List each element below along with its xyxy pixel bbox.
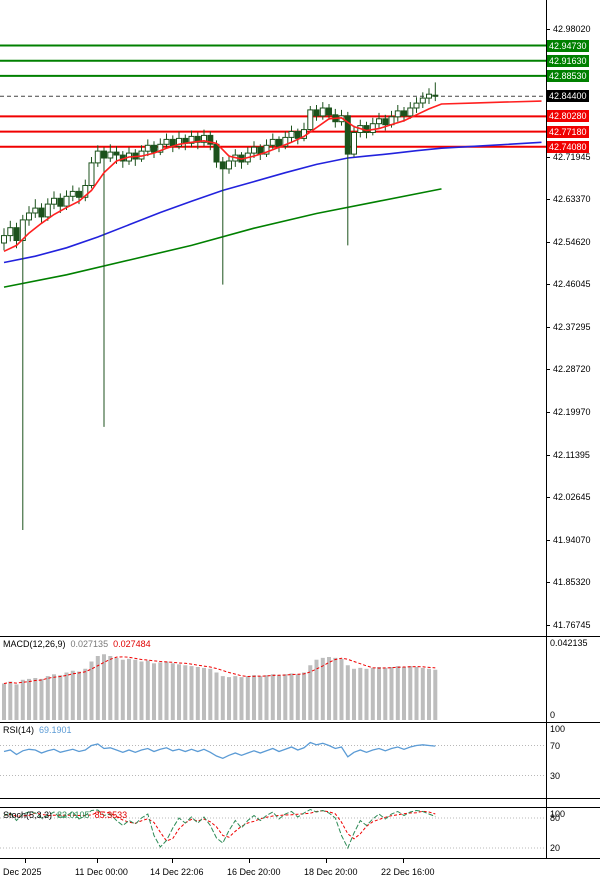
time-axis-label: 18 Dec 20:00 [304, 867, 358, 877]
price-tick-label: 42.28720 [553, 364, 591, 375]
macd-name: MACD(12,26,9) [3, 639, 66, 649]
price-tick-label: 42.37295 [553, 322, 591, 333]
support-price-box: 42.77180 [547, 125, 589, 138]
price-tick-label: 42.54620 [553, 237, 591, 248]
current-price-box: 42.84400 [547, 90, 589, 103]
time-axis-label: 14 Dec 22:06 [150, 867, 204, 877]
stoch-label: Stoch(5,3,3) 83.0105 85.3533 [3, 810, 132, 821]
macd-axis-min: 0 [550, 710, 556, 720]
stoch-axis-tick: 80 [550, 813, 561, 823]
time-axis-label: 16 Dec 20:00 [227, 867, 281, 877]
support-price-box: 42.80280 [547, 110, 589, 123]
time-axis-label: Dec 2025 [3, 867, 42, 877]
time-axis-label: 22 Dec 16:00 [381, 867, 435, 877]
pane-separator[interactable] [0, 636, 600, 637]
price-tick-label: 42.02645 [553, 492, 591, 503]
stoch-k-value: 83.0105 [57, 810, 90, 820]
rsi-axis-tick: 100 [550, 724, 566, 734]
price-tick-label: 42.98020 [553, 24, 591, 35]
rsi-pane-canvas[interactable] [0, 723, 546, 798]
price-tick-label: 42.63370 [553, 194, 591, 205]
ma-fast-line [3, 100, 542, 253]
pane-separator[interactable] [0, 722, 600, 723]
stoch-axis-tick: 20 [550, 843, 561, 853]
macd-main-value: 0.027135 [70, 639, 109, 649]
price-axis[interactable]: 42.98020 42.71945 42.63370 42.54620 42.46045… [546, 0, 600, 636]
stoch-d-value: 85.3533 [94, 810, 128, 820]
rsi-axis-tick: 30 [550, 770, 561, 781]
stoch-pane-canvas[interactable] [0, 808, 546, 858]
ma-mid-line [3, 141, 542, 264]
price-tick-label: 41.76745 [553, 619, 591, 630]
rsi-name: RSI(14) [3, 725, 35, 735]
price-tick-label: 41.85320 [553, 577, 591, 588]
macd-signal-value: 0.027484 [113, 639, 151, 649]
candles [1, 82, 439, 530]
rsi-value: 69.1901 [39, 725, 72, 735]
price-tick-label: 41.94070 [553, 534, 591, 545]
resistance-price-box: 42.94730 [547, 39, 589, 52]
macd-signal-line [3, 656, 436, 684]
rsi-axis-tick: 70 [550, 740, 561, 751]
price-tick-label: 42.71945 [553, 152, 591, 163]
stoch-axis-tick: 100 [550, 809, 566, 819]
macd-axis-max: 0.042135 [550, 638, 588, 648]
pane-separator[interactable] [0, 807, 600, 808]
macd-label: MACD(12,26,9) 0.027135 0.027484 [3, 639, 156, 650]
price-tick-label: 42.11395 [553, 449, 590, 460]
price-axis-border [546, 0, 547, 859]
time-axis-label: 11 Dec 00:00 [75, 867, 128, 877]
price-chart-canvas[interactable] [0, 0, 546, 636]
rsi-label: RSI(14) 69.1901 [3, 725, 77, 736]
support-price-box: 42.74080 [547, 140, 589, 153]
stoch-main-line [3, 808, 436, 850]
pane-separator[interactable] [0, 798, 600, 799]
price-tick-label: 42.19970 [553, 407, 591, 418]
pane-separator [0, 858, 600, 859]
stoch-signal-line [3, 810, 436, 842]
price-tick-label: 42.46045 [553, 279, 591, 290]
stoch-name: Stoch(5,3,3) [3, 810, 53, 820]
resistance-price-box: 42.88530 [547, 69, 589, 82]
resistance-price-box: 42.91630 [547, 54, 589, 67]
macd-pane-canvas[interactable] [0, 637, 546, 722]
time-axis[interactable]: Dec 2025 11 Dec 00:00 14 Dec 22:06 16 Dec 2… [0, 859, 600, 882]
rsi-line [3, 741, 436, 760]
